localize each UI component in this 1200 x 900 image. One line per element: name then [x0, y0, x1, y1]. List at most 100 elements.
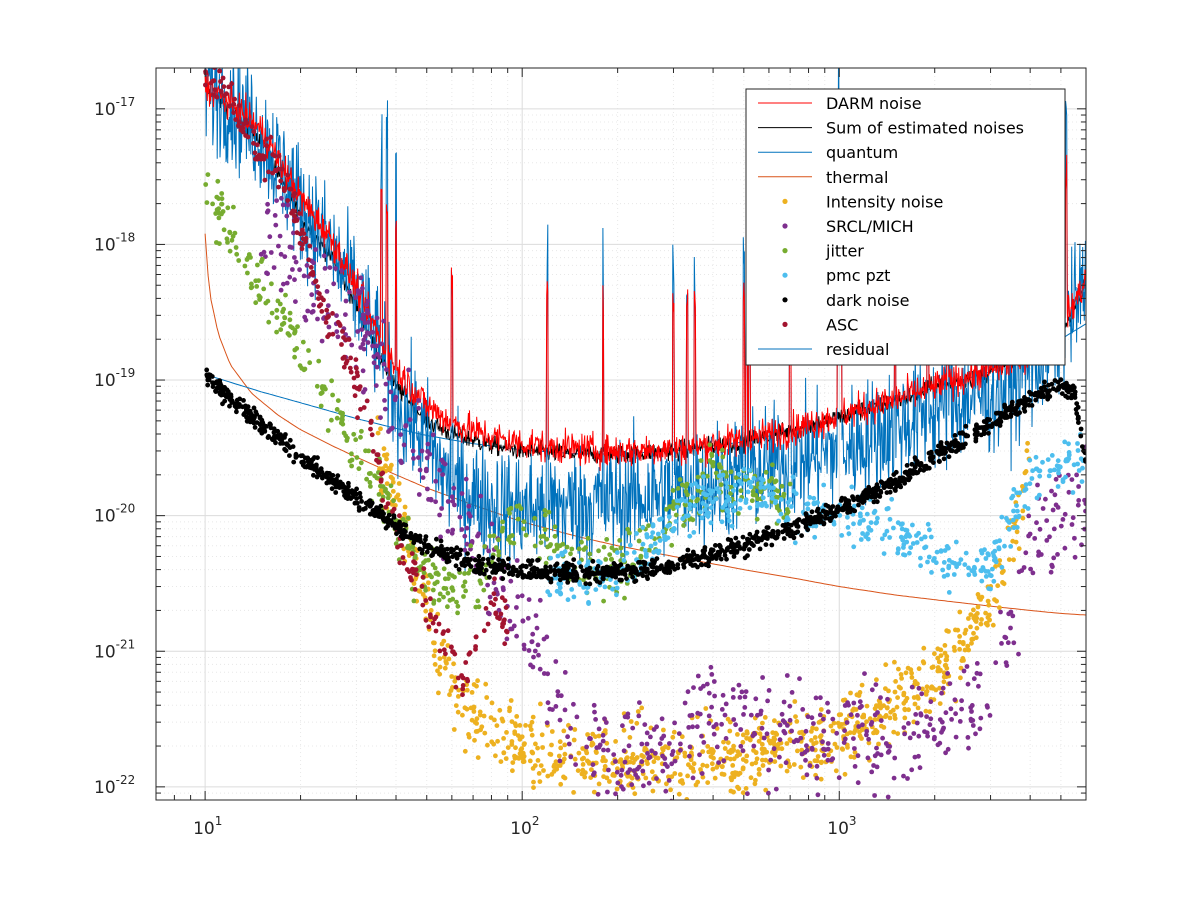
point-srcl-mich	[878, 718, 884, 723]
point-intensity-noise	[661, 727, 666, 733]
point-pmc-pzt	[577, 582, 583, 587]
point-srcl-mich	[974, 670, 980, 676]
point-pmc-pzt	[741, 466, 747, 472]
point-asc	[354, 370, 360, 375]
point-srcl-mich	[766, 790, 771, 796]
point-srcl-mich	[857, 705, 863, 710]
point-pmc-pzt	[758, 485, 764, 490]
point-srcl-mich	[1032, 536, 1038, 541]
point-pmc-pzt	[994, 539, 999, 544]
point-intensity-noise	[529, 719, 535, 725]
point-intensity-noise	[390, 488, 396, 494]
point-dark-noise	[612, 562, 618, 568]
point-jitter	[359, 428, 364, 434]
point-srcl-mich	[486, 548, 492, 554]
point-jitter	[354, 455, 360, 460]
point-jitter	[339, 418, 345, 424]
point-srcl-mich	[529, 639, 535, 644]
point-pmc-pzt	[596, 558, 601, 564]
point-srcl-mich	[591, 702, 597, 708]
point-intensity-noise	[535, 745, 540, 751]
point-intensity-noise	[772, 759, 778, 764]
point-srcl-mich	[339, 268, 344, 273]
point-jitter	[554, 546, 560, 551]
point-intensity-noise	[748, 775, 754, 781]
point-jitter	[713, 470, 719, 476]
point-dark-noise	[499, 565, 505, 571]
point-srcl-mich	[852, 746, 857, 751]
point-dark-noise	[419, 547, 425, 553]
point-dark-noise	[267, 421, 273, 427]
point-intensity-noise	[483, 681, 489, 687]
point-pmc-pzt	[900, 521, 905, 527]
point-intensity-noise	[517, 723, 523, 728]
point-pmc-pzt	[910, 522, 915, 528]
point-jitter	[320, 384, 325, 389]
legend-label: thermal	[826, 168, 888, 187]
point-srcl-mich	[284, 280, 290, 286]
point-srcl-mich	[916, 685, 922, 691]
point-dark-noise	[931, 460, 936, 465]
point-pmc-pzt	[771, 485, 776, 491]
point-srcl-mich	[648, 734, 653, 740]
point-pmc-pzt	[979, 550, 985, 556]
point-jitter	[344, 438, 350, 443]
point-srcl-mich	[820, 739, 825, 745]
point-jitter	[434, 579, 440, 585]
point-srcl-mich	[541, 636, 547, 642]
point-dark-noise	[909, 461, 915, 467]
point-intensity-noise	[760, 720, 765, 726]
point-srcl-mich	[555, 689, 561, 694]
point-pmc-pzt	[660, 529, 666, 534]
point-intensity-noise	[828, 723, 834, 729]
point-dark-noise	[287, 437, 293, 443]
point-srcl-mich	[971, 676, 977, 682]
point-srcl-mich	[687, 753, 692, 759]
point-jitter	[462, 579, 468, 585]
point-srcl-mich	[384, 367, 389, 372]
legend-label: Intensity noise	[826, 192, 943, 211]
point-pmc-pzt	[831, 521, 837, 527]
point-dark-noise	[548, 579, 554, 585]
point-intensity-noise	[969, 640, 974, 646]
point-intensity-noise	[958, 665, 964, 671]
point-intensity-noise	[887, 715, 893, 721]
point-dark-noise	[1004, 406, 1010, 412]
point-dark-noise	[823, 515, 828, 521]
point-srcl-mich	[416, 405, 421, 411]
point-jitter	[249, 284, 255, 290]
point-intensity-noise	[531, 779, 536, 785]
point-jitter	[245, 270, 250, 276]
point-srcl-mich	[970, 723, 976, 728]
point-pmc-pzt	[785, 500, 791, 505]
point-jitter	[449, 585, 455, 591]
point-srcl-mich	[750, 733, 756, 739]
point-asc	[251, 129, 257, 135]
point-pmc-pzt	[945, 572, 950, 578]
point-dark-noise	[757, 546, 763, 552]
point-intensity-noise	[740, 732, 746, 738]
point-srcl-mich	[914, 720, 920, 726]
point-srcl-mich	[360, 312, 366, 318]
point-pmc-pzt	[722, 502, 728, 508]
point-srcl-mich	[450, 498, 456, 504]
point-srcl-mich	[630, 725, 636, 731]
point-intensity-noise	[629, 755, 635, 761]
point-srcl-mich	[940, 685, 946, 691]
point-dark-noise	[444, 546, 450, 552]
point-dark-noise	[994, 410, 999, 416]
point-srcl-mich	[694, 724, 700, 730]
point-srcl-mich	[961, 668, 967, 674]
point-asc	[498, 611, 504, 617]
point-srcl-mich	[1019, 568, 1025, 573]
legend-swatch-dot	[782, 248, 788, 254]
point-intensity-noise	[437, 664, 443, 670]
point-srcl-mich	[742, 705, 748, 710]
point-asc	[330, 331, 336, 337]
point-jitter	[638, 555, 644, 560]
point-dark-noise	[580, 568, 586, 574]
point-asc	[445, 628, 451, 634]
point-dark-noise	[448, 546, 454, 552]
point-dark-noise	[1069, 393, 1075, 399]
point-intensity-noise	[444, 660, 449, 666]
